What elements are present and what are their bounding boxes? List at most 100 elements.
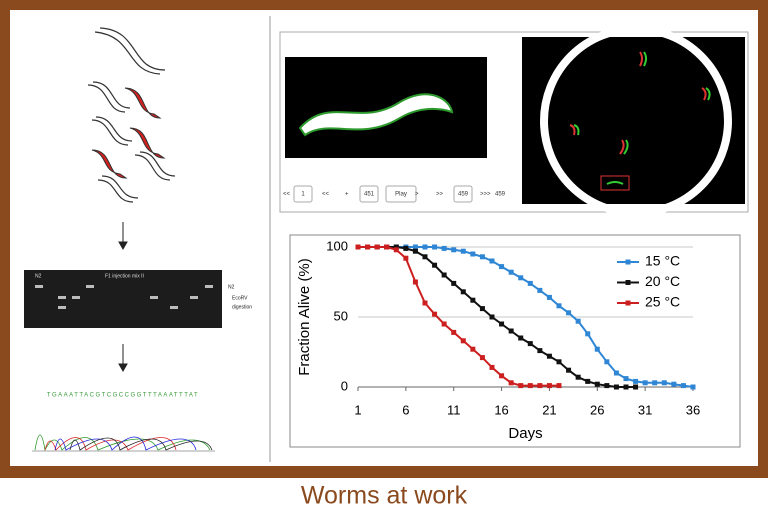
point-marker (441, 321, 447, 327)
point-marker (556, 383, 562, 389)
legend-label: 20 °C (645, 273, 680, 289)
point-marker (518, 275, 524, 281)
x-axis-label: Days (508, 425, 542, 442)
point-marker (489, 258, 495, 264)
plate-rim (540, 25, 732, 217)
y-tick-label: 0 (341, 378, 348, 393)
point-marker (633, 384, 639, 390)
point-marker (527, 280, 533, 286)
point-marker (460, 248, 466, 254)
control-label: << (283, 192, 291, 198)
gel-label: N2 (35, 273, 42, 279)
point-marker (680, 383, 686, 389)
point-marker (604, 383, 610, 389)
point-marker (508, 380, 514, 386)
gel-labels: N2 F1 injection mix II N2 EcoRV digestion (35, 273, 252, 310)
point-marker (470, 346, 476, 352)
point-marker (527, 383, 533, 389)
point-marker (556, 303, 562, 309)
control-box[interactable] (293, 185, 313, 203)
point-marker (633, 378, 639, 384)
point-marker (422, 300, 428, 306)
point-marker (613, 384, 619, 390)
worm-contour (298, 93, 454, 137)
point-marker (479, 254, 485, 260)
point-marker (470, 297, 476, 303)
point-marker (412, 279, 418, 285)
x-tick-label: 6 (402, 402, 409, 417)
x-tick-label: 21 (542, 402, 556, 417)
gel-image (24, 270, 222, 328)
control-box[interactable] (385, 185, 417, 203)
point-marker (451, 329, 457, 335)
point-marker (546, 383, 552, 389)
point-marker (460, 289, 466, 295)
point-marker (518, 383, 524, 389)
point-marker (451, 280, 457, 286)
legend-marker (625, 300, 631, 306)
point-marker (403, 245, 409, 251)
point-marker (661, 380, 667, 386)
gel-bands (35, 285, 213, 309)
control-label: >> (436, 192, 444, 198)
x-tick-label: 1 (354, 402, 361, 417)
point-marker (690, 384, 696, 390)
control-label[interactable]: 1 (301, 192, 305, 198)
point-marker (518, 335, 524, 341)
point-marker (460, 338, 466, 344)
point-marker (432, 311, 438, 317)
point-marker (432, 244, 438, 250)
player-controls: << 1 << +451 Play > >> 459 >>> 459 (283, 185, 506, 203)
series-line (358, 246, 559, 387)
legend-label: 25 °C (645, 294, 680, 310)
point-marker (412, 248, 418, 254)
point-marker (623, 376, 629, 382)
control-label[interactable]: Play (395, 192, 407, 198)
gel-label: digestion (232, 304, 252, 310)
y-tick-label: 50 (334, 308, 348, 323)
point-marker (412, 244, 418, 250)
worm-red (91, 87, 166, 179)
arrows (118, 222, 128, 373)
point-marker (422, 254, 428, 260)
control-box[interactable] (359, 185, 379, 203)
point-marker (671, 381, 677, 387)
control-label[interactable]: 451 (364, 192, 375, 198)
control-box[interactable] (453, 185, 473, 203)
x-tick-label: 11 (447, 402, 461, 417)
point-marker (604, 359, 610, 365)
chart-panel (289, 234, 741, 448)
legend-marker (625, 259, 631, 265)
gel-label: EcoRV (232, 295, 248, 301)
x-tick-label: 36 (686, 402, 700, 417)
point-marker (403, 255, 409, 261)
point-marker (642, 380, 648, 386)
control-label[interactable]: 459 (458, 192, 469, 198)
point-marker (499, 373, 505, 379)
point-marker (441, 245, 447, 251)
point-marker (451, 247, 457, 253)
x-tick-label: 26 (590, 402, 604, 417)
point-marker (393, 247, 399, 253)
point-marker (479, 355, 485, 361)
x-tick-label: 16 (494, 402, 508, 417)
point-marker (499, 321, 505, 327)
point-marker (537, 287, 543, 293)
tracked-worms (569, 51, 711, 185)
control-label: << (322, 192, 330, 198)
chromatogram (32, 434, 215, 452)
point-marker (546, 294, 552, 300)
control-label: >>> (480, 192, 491, 198)
point-marker (556, 359, 562, 365)
point-marker (479, 306, 485, 312)
point-marker (575, 318, 581, 324)
dna-sequence: TGAAATTACGTCGCCGGTTTAAATTTAT (47, 393, 199, 399)
point-marker (374, 244, 380, 250)
point-marker (623, 384, 629, 390)
point-marker (499, 264, 505, 270)
caption: Worms at work (301, 482, 468, 510)
y-axis-label: Fraction Alive (%) (296, 258, 313, 376)
point-marker (432, 262, 438, 268)
point-marker (566, 310, 572, 316)
